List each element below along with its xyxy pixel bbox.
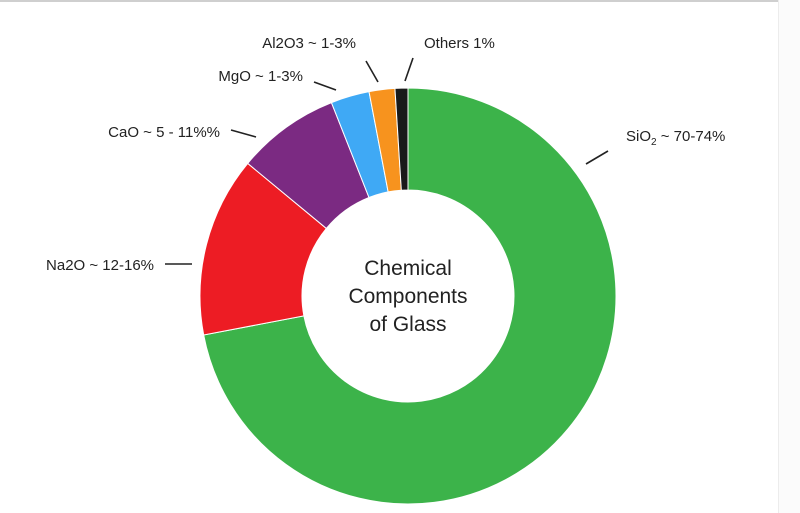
slice-label-base: SiO <box>626 128 651 145</box>
leader-line-2 <box>230 129 257 138</box>
center-title-line-1: Components <box>348 285 467 308</box>
leader-line-0 <box>585 150 609 165</box>
slice-label-3: MgO ~ 1-3% <box>218 68 303 85</box>
top-border <box>0 0 778 2</box>
slice-label-suffix: ~ 70-74% <box>657 128 726 145</box>
leader-line-4 <box>365 60 379 83</box>
slice-label-subscript: 2 <box>651 137 657 148</box>
donut-chart: SiO2 ~ 70-74% Na2O ~ 12-16% CaO ~ 5 - 11%%… <box>46 35 725 505</box>
slice-label-1: Na2O ~ 12-16% <box>46 257 154 274</box>
center-title-line-2: of Glass <box>369 313 446 336</box>
leader-lines-group <box>165 57 609 265</box>
leader-line-3 <box>313 81 337 91</box>
leader-line-5 <box>404 57 414 82</box>
labels-group: SiO2 ~ 70-74% Na2O ~ 12-16% CaO ~ 5 - 11%%… <box>46 35 725 274</box>
slice-label-0: SiO2 ~ 70-74% <box>626 128 725 148</box>
center-title-group: Chemical Components of Glass <box>348 257 467 336</box>
center-title-line-0: Chemical <box>364 257 452 280</box>
slice-label-4: Al2O3 ~ 1-3% <box>262 35 356 52</box>
slice-label-5: Others 1% <box>424 35 495 52</box>
slice-label-2: CaO ~ 5 - 11%% <box>108 124 220 141</box>
right-border <box>778 0 800 513</box>
slice-1 <box>199 162 328 336</box>
slices-group <box>199 87 617 505</box>
slice-0 <box>203 87 617 505</box>
slice-5 <box>394 87 409 191</box>
